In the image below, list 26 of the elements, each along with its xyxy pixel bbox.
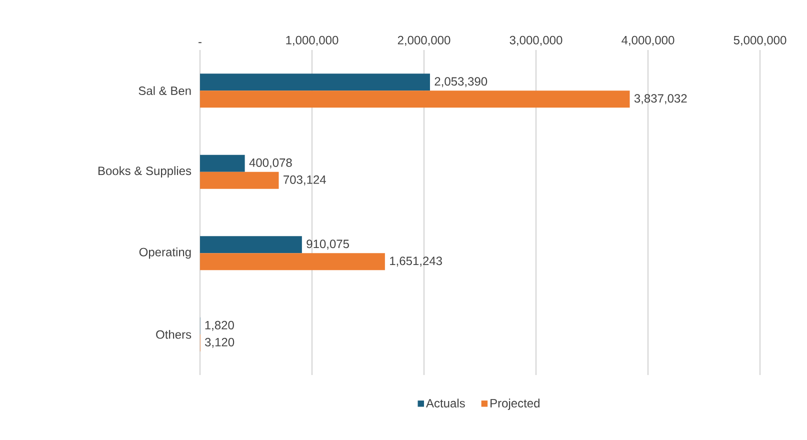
bar	[200, 154, 245, 172]
y-tick-label: Operating	[139, 248, 191, 259]
data-label: 910,075	[306, 240, 349, 250]
x-tick-label: 4,000,000	[622, 36, 674, 46]
legend-label: Actuals	[426, 398, 465, 408]
data-label: 1,651,243	[390, 256, 442, 267]
bar	[200, 172, 279, 189]
data-label: 1,820	[205, 320, 234, 331]
y-tick-label: Sal & Ben	[138, 86, 191, 96]
bar	[200, 74, 430, 91]
bar	[200, 253, 385, 270]
y-tick-label: Books & Supplies	[98, 166, 192, 178]
x-tick-label: 5,000,000	[734, 36, 786, 46]
data-label: 2,053,390	[434, 77, 488, 88]
legend-label: Projected	[490, 398, 540, 410]
data-label: 703,124	[284, 175, 326, 186]
data-label: 400,078	[249, 158, 292, 168]
x-tick-label: 3,000,000	[510, 36, 562, 46]
data-label: 3,120	[205, 338, 234, 348]
data-label: 3,837,032	[634, 94, 687, 104]
bar	[200, 236, 302, 254]
y-tick-label: Others	[156, 330, 192, 339]
x-tick-label: -	[198, 42, 202, 44]
x-tick-label: 1,000,000	[286, 36, 338, 46]
bar	[200, 90, 630, 108]
x-tick-label: 2,000,000	[398, 36, 450, 46]
